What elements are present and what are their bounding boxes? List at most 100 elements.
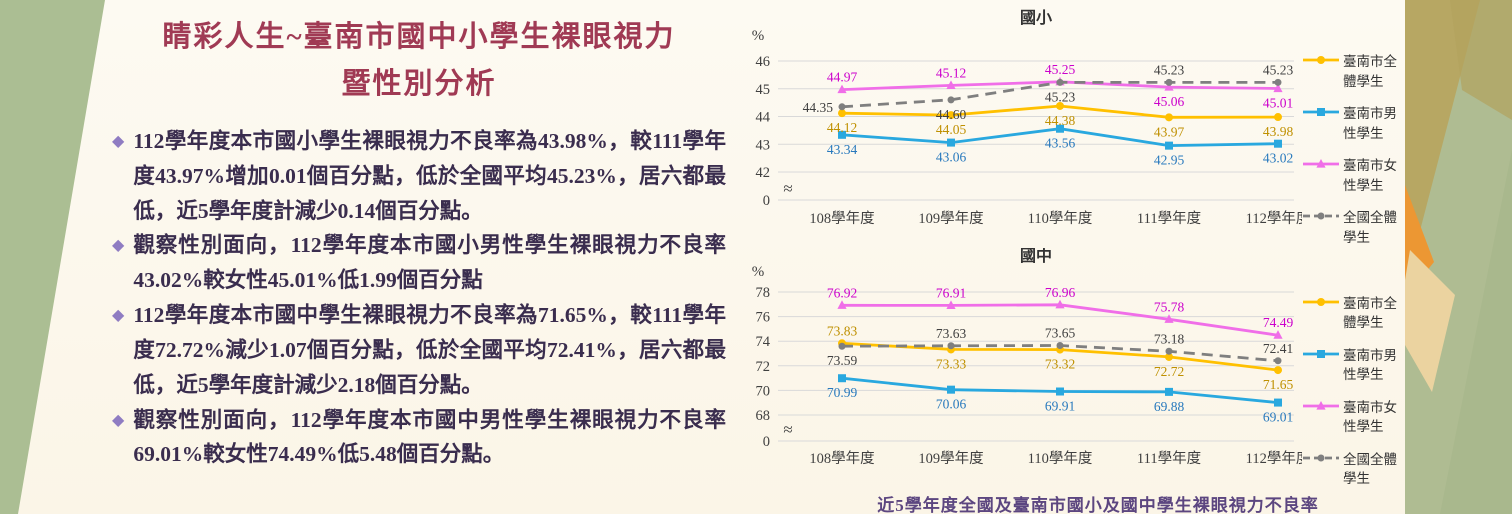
data-label: 45.06: [1154, 94, 1185, 109]
circle-marker-icon: [1274, 78, 1282, 86]
diamond-bullet-icon: ◆: [112, 235, 125, 255]
circle-marker-icon: [947, 96, 955, 104]
triangle-marker-icon: [1164, 82, 1174, 91]
diamond-bullet-icon: ◆: [112, 305, 125, 325]
legend-label: 臺南市女性學生: [1343, 399, 1397, 435]
circle-marker-icon: [1317, 297, 1325, 306]
text-pane: 睛彩人生~臺南市國中小學生裸眼視力 暨性別分析 ◆ 112學年度本市國小學生裸眼…: [112, 14, 726, 472]
chart-caption: 近5學年度全國及臺南市國小及國中學生裸眼視力不良率: [877, 496, 1319, 514]
circle-marker-icon: [1317, 454, 1325, 462]
circle-marker-icon: [947, 341, 955, 349]
page-title: 睛彩人生~臺南市國中小學生裸眼視力 暨性別分析: [112, 14, 726, 108]
data-label: 69.91: [1045, 398, 1075, 413]
x-tick-label: 110學年度: [1028, 209, 1093, 227]
diamond-bullet-icon: ◆: [112, 130, 125, 150]
bullet-item-2: ◆ 觀察性別面向，112學年度本市國小男性學生裸眼視力不良率43.02%較女性4…: [112, 228, 726, 298]
y-tick-zero: 0: [763, 193, 770, 209]
square-marker-icon: [1317, 108, 1325, 117]
triangle-marker-icon: [946, 80, 956, 90]
square-marker-icon: [838, 130, 846, 139]
data-label: 73.59: [827, 353, 858, 368]
x-tick-label: 112學年度: [1246, 449, 1302, 467]
y-tick-zero: 0: [763, 434, 770, 450]
data-label: 44.60: [936, 107, 967, 122]
legend-item: 臺南市全體學生: [1302, 52, 1405, 91]
title-line-1: 睛彩人生~臺南市國中小學生裸眼視力: [162, 21, 676, 53]
circle-marker-icon: [1317, 212, 1325, 220]
y-tick-label: 74: [756, 334, 771, 350]
line-chart-junior-high: 國中% 78 76 74 72 70 68 0 ≈108學年度 109學年度 110學年度 111學年…: [752, 248, 1302, 467]
chart-row-elementary: 國小% 46 45 44 43 42 0 ≈108學年度 109學年度 110學年度 111學年度 1…: [742, 6, 1508, 248]
data-label: 43.06: [936, 150, 967, 165]
legend-key-icon: [1303, 108, 1339, 117]
y-tick-label: 44: [756, 110, 771, 126]
square-marker-icon: [947, 138, 955, 147]
data-label: 73.32: [1045, 356, 1075, 371]
circle-marker-icon: [838, 109, 846, 118]
data-label: 44.38: [1045, 113, 1076, 128]
x-tick-label: 112學年度: [1246, 209, 1302, 227]
circle-marker-icon: [1056, 341, 1064, 349]
bullet-item-4: ◆ 觀察性別面向，112學年度本市國中男性學生裸眼視力不良率69.01%較女性7…: [112, 403, 726, 473]
square-marker-icon: [1056, 124, 1064, 133]
x-tick-label: 111學年度: [1137, 449, 1201, 467]
data-label: 45.23: [1263, 62, 1294, 77]
data-label: 44.97: [827, 70, 858, 85]
x-tick-label: 109學年度: [918, 449, 983, 467]
data-label: 73.63: [936, 325, 967, 340]
data-label: 43.97: [1154, 124, 1185, 139]
square-marker-icon: [1165, 141, 1173, 150]
data-label: 73.33: [936, 356, 967, 371]
chart-pane: 國小% 46 45 44 43 42 0 ≈108學年度 109學年度 110學年度 111學年度 1…: [742, 6, 1508, 514]
chart-row-junior-high: 國中% 78 76 74 72 70 68 0 ≈108學年度 109學年度 110學年度 111學年…: [742, 248, 1508, 490]
chart-legend-junior-high: 臺南市全體學生 臺南市男性學生 臺南市女性學生 全國全體學生: [1302, 248, 1405, 490]
x-tick-label: 111學年度: [1137, 209, 1201, 227]
y-tick-label: 72: [756, 358, 771, 374]
data-label: 42.95: [1154, 153, 1185, 168]
chart-legend-elementary: 臺南市全體學生 臺南市男性學生 臺南市女性學生 全國全體學生: [1302, 6, 1405, 248]
circle-marker-icon: [1056, 101, 1064, 110]
triangle-marker-icon: [837, 299, 847, 309]
legend-item: 全國全體學生: [1302, 450, 1405, 489]
triangle-marker-icon: [1273, 83, 1283, 93]
legend-item: 臺南市女性學生: [1302, 398, 1405, 437]
data-label: 70.06: [936, 396, 967, 411]
data-label: 71.65: [1263, 377, 1294, 392]
circle-marker-icon: [1274, 365, 1282, 374]
data-label: 76.92: [827, 285, 857, 300]
data-label: 75.78: [1154, 299, 1185, 314]
circle-marker-icon: [1165, 113, 1173, 122]
data-label: 45.25: [1045, 62, 1076, 77]
data-label: 73.18: [1154, 331, 1185, 346]
data-label: 44.35: [803, 100, 834, 115]
circle-marker-icon: [1274, 356, 1282, 364]
bullet-text: 112學年度本市國小學生裸眼視力不良率為43.98%，較111學年度43.97%…: [133, 128, 726, 223]
legend-item: 臺南市全體學生: [1302, 294, 1405, 333]
title-line-2: 暨性別分析: [341, 67, 497, 100]
line-chart-elementary: 國小% 46 45 44 43 42 0 ≈108學年度 109學年度 110學年度 111學年度 1…: [752, 9, 1302, 227]
square-marker-icon: [1165, 387, 1173, 396]
data-label: 43.02: [1263, 151, 1293, 166]
triangle-marker-icon: [1055, 299, 1065, 308]
data-label: 76.96: [1045, 284, 1076, 299]
circle-marker-icon: [1165, 352, 1173, 361]
square-marker-icon: [1317, 349, 1325, 358]
legend-key-icon: [1303, 400, 1339, 410]
data-label: 45.23: [1045, 89, 1076, 104]
legend-key-icon: [1303, 349, 1339, 358]
circle-marker-icon: [1317, 56, 1325, 64]
axis-break-icon: ≈: [783, 420, 792, 439]
legend-key-icon: [1303, 454, 1339, 462]
data-label: 73.83: [827, 323, 858, 338]
bullet-text: 觀察性別面向，112學年度本市國小男性學生裸眼視力不良率43.02%較女性45.…: [133, 233, 726, 293]
data-label: 44.12: [827, 120, 857, 135]
square-marker-icon: [1274, 398, 1282, 407]
left-green-wedge: [0, 0, 105, 514]
x-tick-label: 109學年度: [918, 209, 983, 227]
circle-marker-icon: [1165, 78, 1173, 86]
circle-marker-icon: [1274, 113, 1282, 122]
circle-marker-icon: [947, 111, 955, 120]
data-label: 43.56: [1045, 136, 1076, 151]
data-label: 45.01: [1263, 95, 1293, 110]
